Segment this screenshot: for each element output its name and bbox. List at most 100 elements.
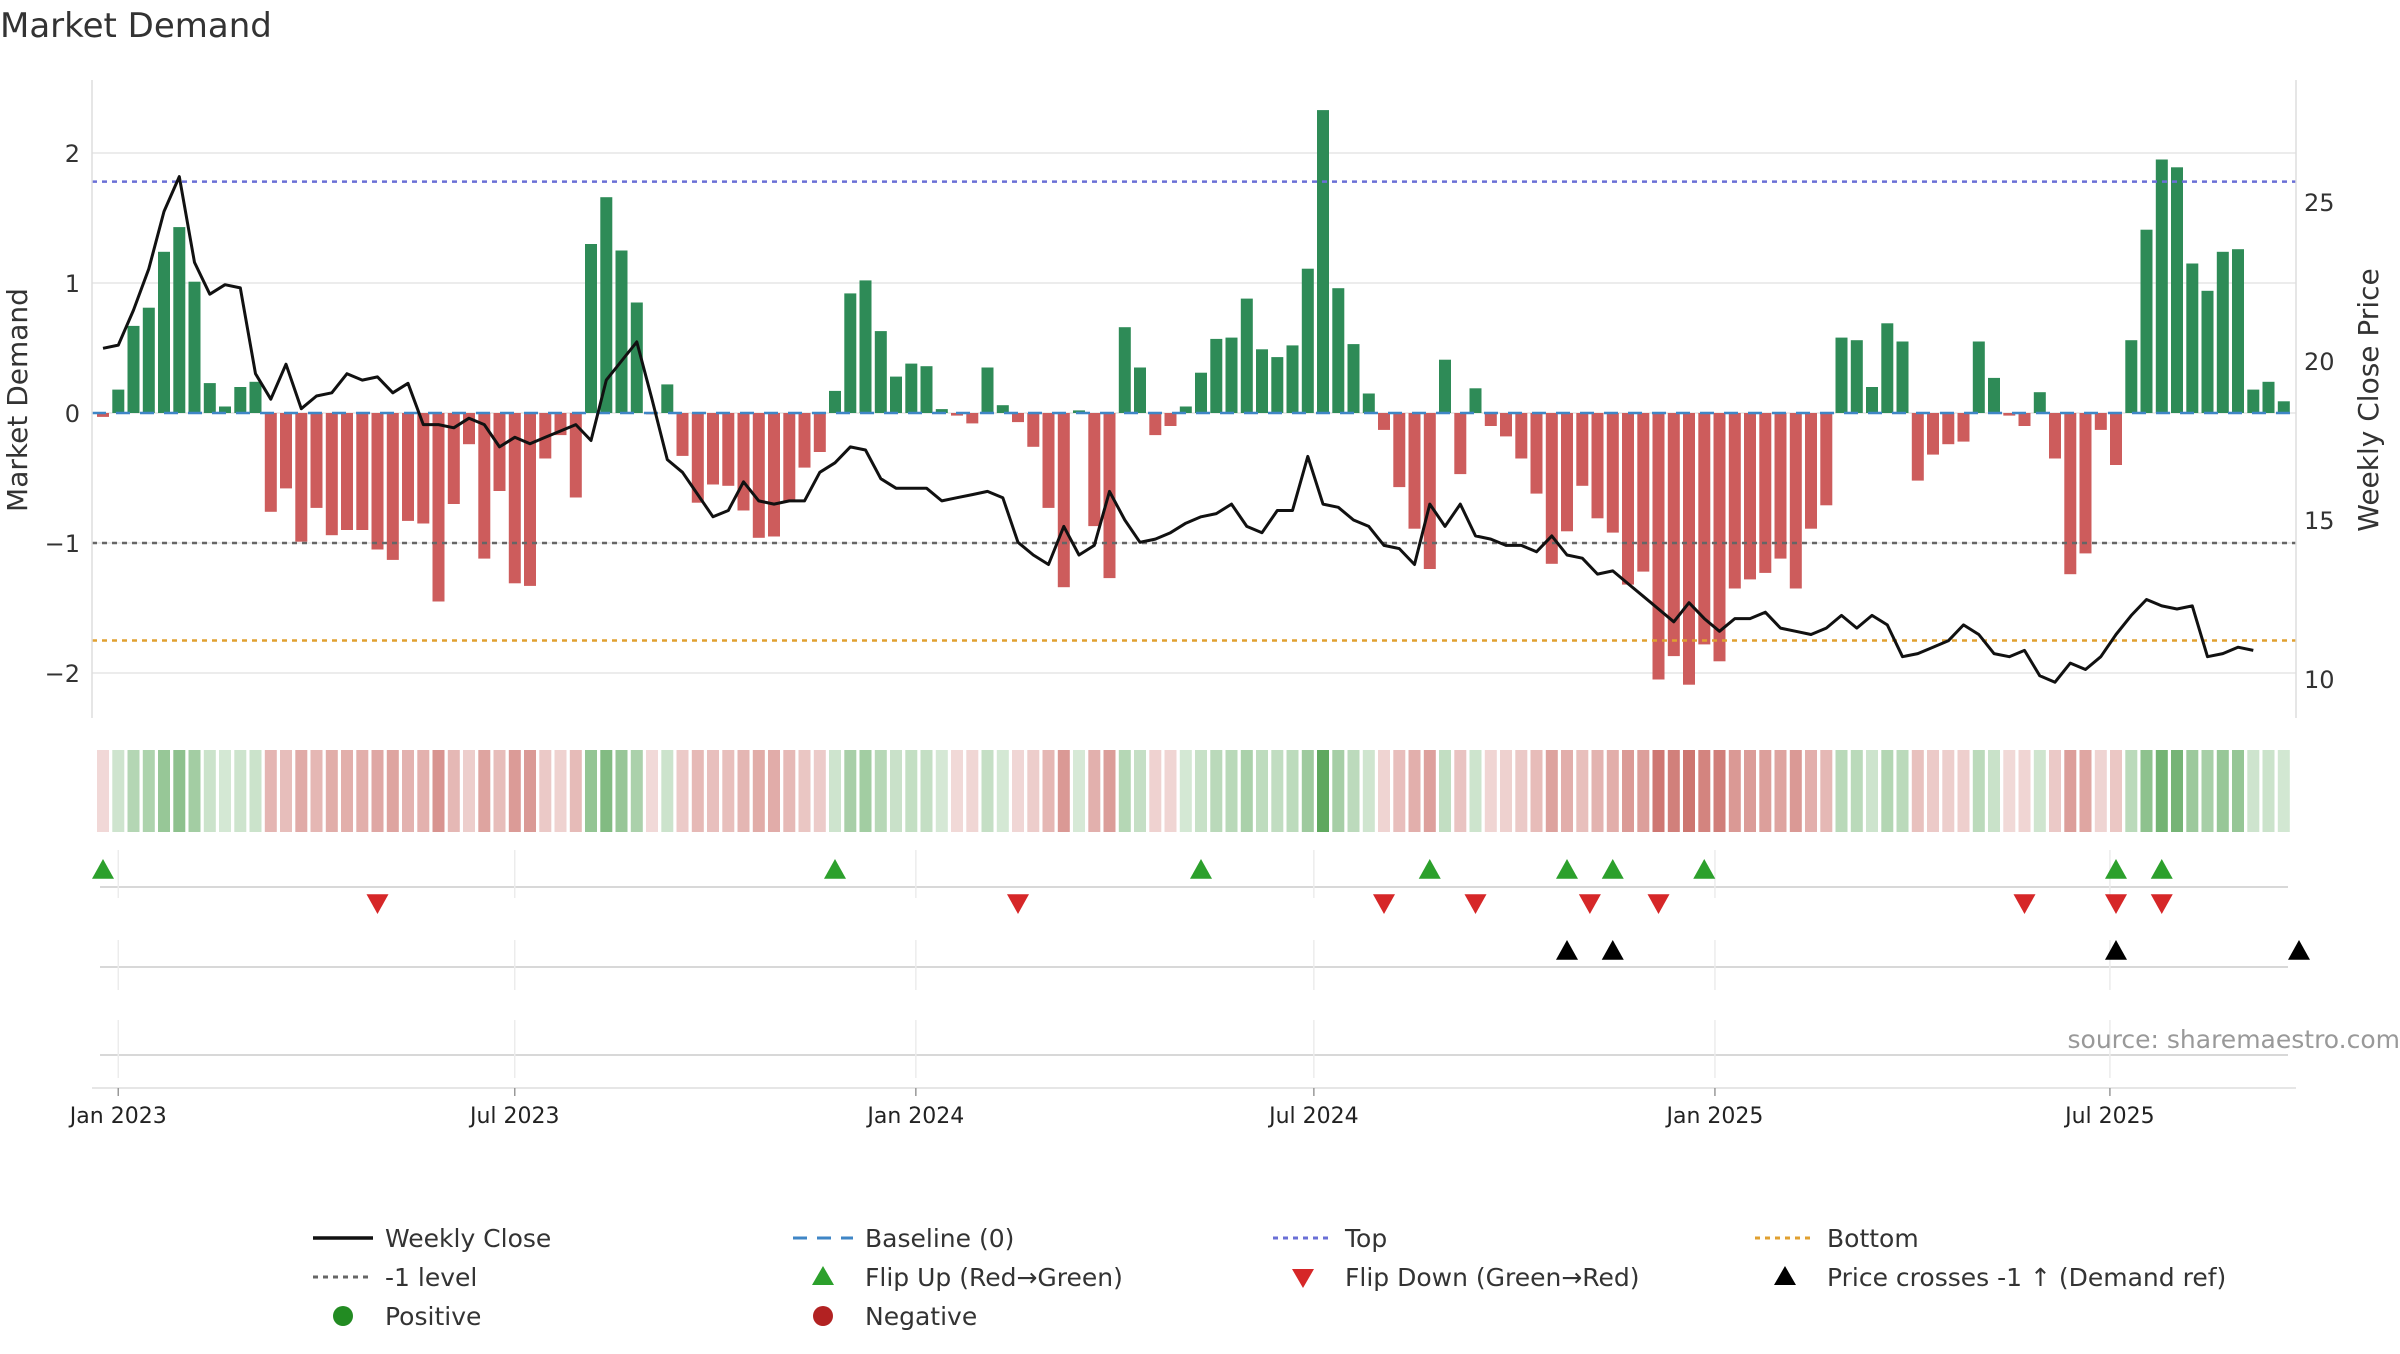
heat-cell xyxy=(2232,750,2244,832)
legend-item-baseline: Baseline (0) xyxy=(793,1224,1014,1253)
demand-bar xyxy=(1393,413,1405,487)
x-tick-label: Jan 2024 xyxy=(865,1104,964,1129)
heat-cell xyxy=(1607,750,1619,832)
demand-bar xyxy=(829,391,841,413)
price-cross-marker xyxy=(1602,940,1624,960)
legend-item-close: Weekly Close xyxy=(313,1224,551,1253)
heat-cell xyxy=(295,750,307,832)
x-tick-label: Jul 2023 xyxy=(468,1104,560,1129)
flip-down-marker xyxy=(2105,894,2127,914)
heat-cell xyxy=(1500,750,1512,832)
source-attribution: source: sharemaestro.com xyxy=(2068,1025,2400,1054)
demand-bar xyxy=(2064,413,2076,574)
heat-cell xyxy=(1287,750,1299,832)
heat-cell xyxy=(1027,750,1039,832)
heat-cell xyxy=(1973,750,1985,832)
flip-up-marker xyxy=(2151,859,2173,879)
heat-cell xyxy=(1683,750,1695,832)
heat-cell xyxy=(1897,750,1909,832)
flip-down-marker xyxy=(2151,894,2173,914)
legend-label: Bottom xyxy=(1827,1224,1919,1253)
heat-cell xyxy=(1256,750,1268,832)
heat-cell xyxy=(433,750,445,832)
heat-cell xyxy=(1942,750,1954,832)
flip-up-marker xyxy=(1556,859,1578,879)
demand-bar xyxy=(1241,299,1253,413)
heat-cell xyxy=(2003,750,2015,832)
heat-cell xyxy=(128,750,140,832)
heat-cell xyxy=(1378,750,1390,832)
demand-bar xyxy=(372,413,384,550)
legend-swatch xyxy=(333,1306,353,1326)
demand-bar xyxy=(814,413,826,452)
heat-cell xyxy=(2125,750,2137,832)
demand-bar xyxy=(158,252,170,413)
y-tick-label-left: −2 xyxy=(45,660,80,688)
heat-cell xyxy=(2064,750,2076,832)
demand-bar xyxy=(356,413,368,530)
heat-cell xyxy=(631,750,643,832)
demand-bar xyxy=(387,413,399,560)
demand-bar xyxy=(250,382,262,413)
demand-bar xyxy=(1851,340,1863,413)
heat-cell xyxy=(311,750,323,832)
legend-item-bottom: Bottom xyxy=(1755,1224,1919,1253)
demand-bar xyxy=(2171,167,2183,413)
demand-bar xyxy=(311,413,323,508)
demand-bar xyxy=(2186,264,2198,414)
demand-bar xyxy=(799,413,811,468)
demand-bar xyxy=(2080,413,2092,553)
heat-cell xyxy=(707,750,719,832)
demand-bar xyxy=(722,413,734,486)
demand-bar xyxy=(2095,413,2107,430)
demand-bar xyxy=(616,251,628,414)
heat-cell xyxy=(1058,750,1070,832)
demand-bar xyxy=(1348,344,1360,413)
demand-bar xyxy=(417,413,429,524)
heat-cell xyxy=(2263,750,2275,832)
legend-swatch xyxy=(812,1266,834,1285)
heat-cell xyxy=(768,750,780,832)
heat-cell xyxy=(524,750,536,832)
flip-down-marker xyxy=(1465,894,1487,914)
demand-bar xyxy=(1210,339,1222,413)
demand-bar xyxy=(921,366,933,413)
legend-label: -1 level xyxy=(385,1263,477,1292)
demand-bar xyxy=(2247,390,2259,413)
heat-cell xyxy=(997,750,1009,832)
demand-bar xyxy=(1439,360,1451,413)
heat-cell xyxy=(1958,750,1970,832)
y-tick-label-right: 20 xyxy=(2304,348,2335,376)
heat-cell xyxy=(387,750,399,832)
demand-bar xyxy=(295,413,307,542)
demand-bar xyxy=(2278,401,2290,413)
heat-cell xyxy=(1317,750,1329,832)
heat-cell xyxy=(1988,750,2000,832)
demand-bar xyxy=(1897,342,1909,414)
heat-cell xyxy=(814,750,826,832)
demand-bar xyxy=(1027,413,1039,447)
heat-cell xyxy=(585,750,597,832)
heat-cell xyxy=(890,750,902,832)
heat-cell xyxy=(143,750,155,832)
demand-bar xyxy=(1531,413,1543,494)
demand-bar xyxy=(1287,345,1299,413)
x-tick-label: Jul 2025 xyxy=(2063,1104,2155,1129)
heat-cell xyxy=(2171,750,2183,832)
demand-bar xyxy=(982,368,994,414)
legend-item-flip_down: Flip Down (Green→Red) xyxy=(1292,1263,1640,1292)
demand-bar xyxy=(2049,413,2061,459)
heat-cell xyxy=(1210,750,1222,832)
demand-bar xyxy=(1775,413,1787,559)
heat-cell xyxy=(1592,750,1604,832)
y-tick-label-left: 2 xyxy=(65,140,80,168)
demand-bar xyxy=(1759,413,1771,573)
demand-bar xyxy=(1622,413,1634,585)
demand-bar xyxy=(402,413,414,521)
heat-cell xyxy=(1790,750,1802,832)
flip-up-marker xyxy=(2105,859,2127,879)
heat-cell xyxy=(1653,750,1665,832)
demand-bar xyxy=(189,282,201,413)
